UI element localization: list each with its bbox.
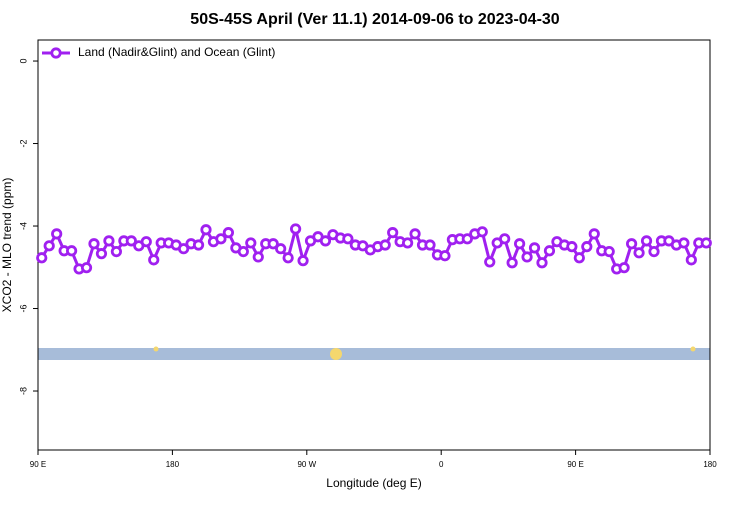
x-tick-label: 90 W	[297, 460, 316, 469]
data-point	[200, 224, 212, 236]
data-point	[51, 228, 63, 240]
data-point	[476, 226, 488, 238]
data-point	[245, 237, 257, 249]
surface-band	[38, 348, 710, 360]
data-point	[36, 252, 48, 264]
data-point	[95, 248, 108, 260]
data-point	[267, 238, 279, 250]
data-point	[297, 255, 309, 267]
data-point	[424, 239, 436, 251]
y-tick-label: -6	[18, 305, 28, 313]
data-point	[289, 223, 302, 235]
data-point	[484, 256, 496, 268]
data-point	[528, 242, 541, 254]
data-point	[342, 233, 354, 245]
x-tick-label: 90 E	[567, 460, 583, 469]
surface-marker	[690, 346, 696, 352]
data-point	[275, 243, 287, 255]
legend-label: Land (Nadir&Glint) and Ocean (Glint)	[78, 45, 275, 59]
data-point	[222, 227, 234, 239]
data-point	[603, 245, 615, 258]
data-point	[581, 241, 593, 253]
data-point	[648, 245, 660, 258]
y-axis-label: XCO2 - MLO trend (ppm)	[0, 178, 14, 313]
data-point	[103, 235, 115, 247]
data-point	[110, 245, 123, 258]
data-point	[80, 262, 93, 274]
data-point	[439, 250, 451, 262]
x-tick-label: 180	[166, 460, 180, 469]
data-point	[700, 237, 712, 249]
data-point	[618, 262, 630, 274]
y-tick-label: -4	[18, 222, 28, 230]
data-point	[66, 245, 78, 257]
data-point	[573, 252, 585, 264]
x-tick-label: 180	[703, 460, 717, 469]
data-point	[192, 239, 205, 251]
data-point	[461, 233, 473, 245]
data-point	[543, 245, 556, 257]
data-point	[237, 245, 249, 258]
data-point	[140, 236, 152, 248]
data-point	[513, 238, 526, 250]
data-point	[506, 257, 518, 269]
data-point	[319, 235, 332, 247]
data-point	[43, 240, 55, 252]
data-point	[401, 237, 414, 249]
data-point	[409, 228, 421, 240]
data-point	[685, 254, 697, 266]
y-tick-label: 0	[18, 59, 28, 64]
x-axis-label: Longitude (deg E)	[326, 476, 421, 490]
data-point	[88, 238, 100, 250]
data-point	[536, 257, 548, 269]
data-point	[640, 235, 653, 247]
data-point	[148, 254, 160, 266]
x-tick-label: 0	[439, 460, 444, 469]
chart-title: 50S-45S April (Ver 11.1) 2014-09-06 to 2…	[190, 11, 560, 28]
x-tick-label: 90 E	[30, 460, 46, 469]
data-point	[499, 233, 511, 245]
data-point	[252, 251, 264, 263]
data-point	[125, 235, 137, 247]
data-point	[282, 252, 294, 264]
data-point	[387, 227, 399, 239]
y-tick-label: -2	[18, 140, 28, 148]
data-point	[588, 228, 600, 240]
data-point	[566, 241, 578, 253]
data-point	[625, 238, 638, 250]
surface-marker	[153, 346, 159, 352]
legend-marker	[50, 47, 62, 59]
data-point	[178, 243, 190, 255]
data-point	[215, 233, 227, 245]
data-point	[678, 237, 690, 249]
data-point	[379, 239, 391, 251]
data-point	[521, 251, 533, 263]
surface-marker	[330, 348, 342, 360]
data-point	[633, 247, 645, 259]
y-tick-label: -8	[18, 387, 28, 395]
